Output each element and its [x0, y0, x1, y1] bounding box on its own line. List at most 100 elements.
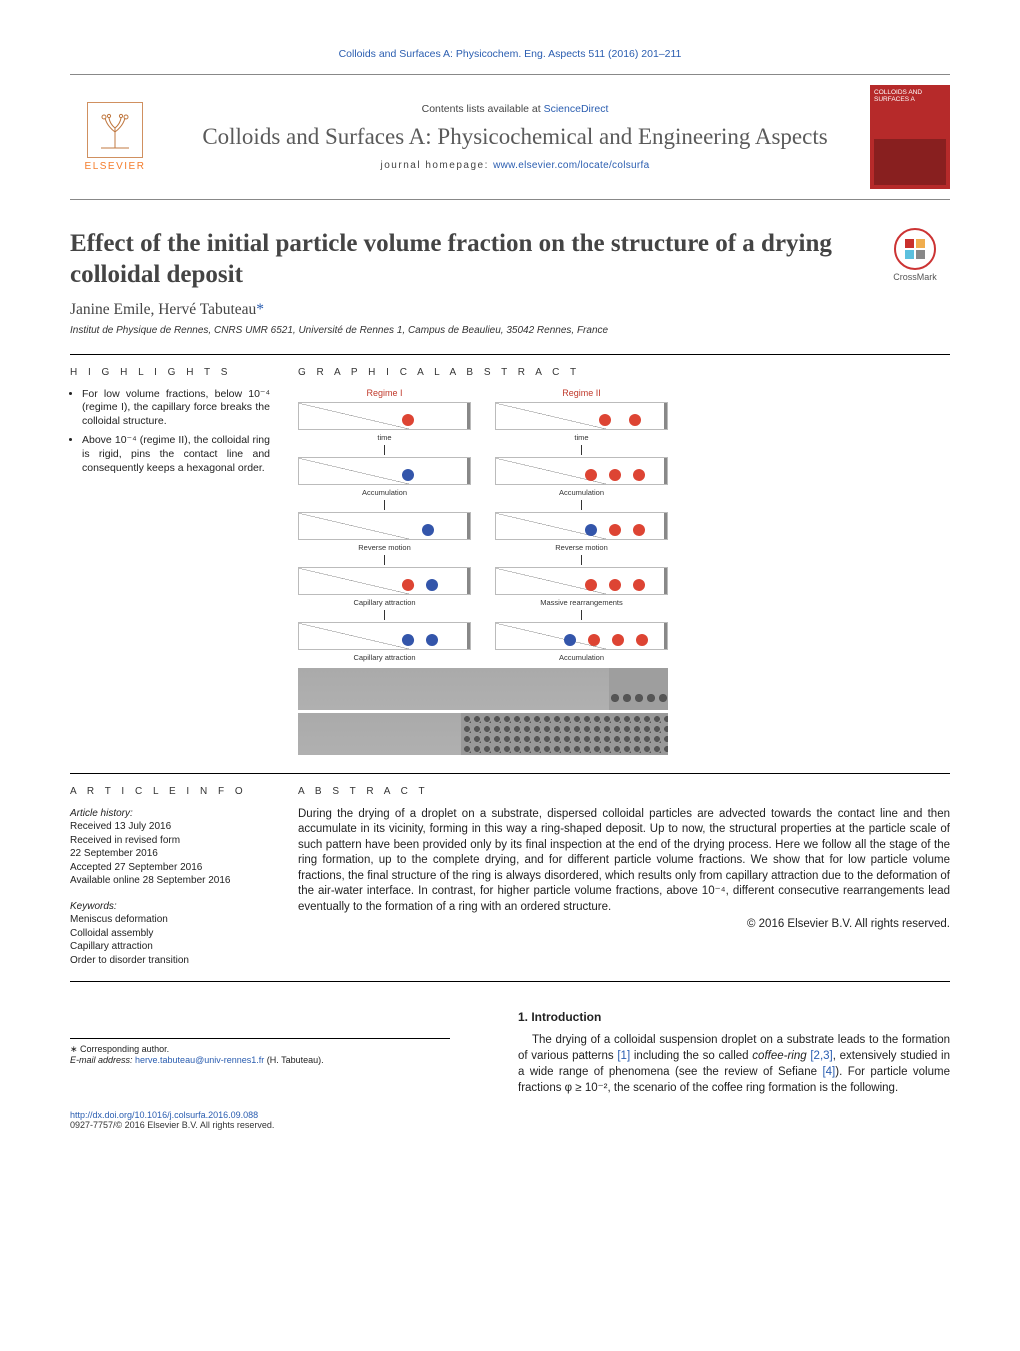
- history-line: Received 13 July 2016: [70, 820, 270, 834]
- down-arrow-icon: [581, 610, 582, 620]
- particle-dot: [599, 414, 611, 426]
- particle-dot: [636, 634, 648, 646]
- particle-dot: [426, 634, 438, 646]
- keyword: Capillary attraction: [70, 940, 270, 954]
- abstract-copyright: © 2016 Elsevier B.V. All rights reserved…: [298, 917, 950, 933]
- keyword: Order to disorder transition: [70, 954, 270, 968]
- intro-text-span: including the so called: [630, 1050, 752, 1062]
- highlights-list: For low volume fractions, below 10⁻⁴ (re…: [70, 388, 270, 476]
- ga-stage: [495, 457, 668, 485]
- keywords-head: Keywords:: [70, 900, 270, 914]
- down-arrow-icon: [384, 500, 385, 510]
- particle-dot: [426, 579, 438, 591]
- citation-link[interactable]: [4]: [822, 1066, 835, 1078]
- article-title: Effect of the initial particle volume fr…: [70, 228, 860, 291]
- down-arrow-icon: [581, 555, 582, 565]
- article-info-heading: A R T I C L E I N F O: [70, 786, 270, 797]
- italic-term: coffee-ring: [752, 1050, 806, 1062]
- divider: [70, 773, 950, 774]
- sciencedirect-link[interactable]: ScienceDirect: [544, 103, 609, 115]
- particle-dot: [609, 524, 621, 536]
- contents-prefix: Contents lists available at: [422, 103, 544, 115]
- author-names: Janine Emile, Hervé Tabuteau: [70, 301, 256, 318]
- particle-dot: [609, 579, 621, 591]
- homepage-label: journal homepage:: [381, 160, 494, 171]
- regime-label: Regime II: [562, 388, 601, 398]
- email-line: E-mail address: herve.tabuteau@univ-renn…: [70, 1055, 450, 1065]
- down-arrow-icon: [384, 555, 385, 565]
- ga-stage: [495, 402, 668, 430]
- history-line: Received in revised form: [70, 834, 270, 848]
- particle-dot: [402, 469, 414, 481]
- ga-stage: [298, 512, 471, 540]
- author-email-link[interactable]: herve.tabuteau@univ-rennes1.fr: [135, 1055, 264, 1065]
- ga-caption: Capillary attraction: [353, 598, 415, 607]
- elsevier-tree-icon: [87, 102, 143, 158]
- ga-stage: [298, 402, 471, 430]
- publisher-name: ELSEVIER: [85, 161, 146, 172]
- ga-stage: [495, 567, 668, 595]
- introduction-paragraph: The drying of a colloidal suspension dro…: [518, 1032, 950, 1096]
- highlight-item: Above 10⁻⁴ (regime II), the colloidal ri…: [82, 434, 270, 475]
- history-line: 22 September 2016: [70, 847, 270, 861]
- crossmark-icon: [894, 228, 936, 270]
- divider: [70, 981, 950, 982]
- abstract-heading: A B S T R A C T: [298, 786, 950, 797]
- abstract-body: During the drying of a droplet on a subs…: [298, 808, 950, 913]
- journal-masthead: ELSEVIER Contents lists available at Sci…: [70, 74, 950, 200]
- particle-dot: [633, 524, 645, 536]
- doi-link[interactable]: http://dx.doi.org/10.1016/j.colsurfa.201…: [70, 1110, 258, 1120]
- particle-dot: [588, 634, 600, 646]
- article-info: Article history: Received 13 July 2016 R…: [70, 807, 270, 968]
- ga-stage: [298, 567, 471, 595]
- email-after: (H. Tabuteau).: [264, 1055, 323, 1065]
- crossmark-badge[interactable]: CrossMark: [880, 228, 950, 282]
- particle-dot: [585, 524, 597, 536]
- citation-link[interactable]: [2,3]: [810, 1050, 832, 1062]
- particle-dot: [585, 469, 597, 481]
- corresponding-star-icon: *: [256, 301, 264, 318]
- crossmark-label: CrossMark: [893, 272, 937, 282]
- affiliation: Institut de Physique de Rennes, CNRS UMR…: [70, 325, 950, 336]
- ga-caption: time: [377, 433, 391, 442]
- keyword: Colloidal assembly: [70, 927, 270, 941]
- citation-link[interactable]: [1]: [617, 1050, 630, 1062]
- history-line: Accepted 27 September 2016: [70, 861, 270, 875]
- ga-micrograph-regime1: [298, 668, 668, 710]
- footnotes: ∗ Corresponding author. E-mail address: …: [70, 1038, 450, 1065]
- journal-title: Colloids and Surfaces A: Physicochemical…: [178, 123, 852, 152]
- email-label: E-mail address:: [70, 1055, 135, 1065]
- down-arrow-icon: [581, 500, 582, 510]
- ga-regime1-column: Regime ItimeAccumulationReverse motionCa…: [298, 388, 471, 664]
- running-head: Colloids and Surfaces A: Physicochem. En…: [70, 48, 950, 60]
- journal-cover-thumbnail: COLLOIDS AND SURFACES A: [870, 85, 950, 189]
- graphical-abstract-heading: G R A P H I C A L A B S T R A C T: [298, 367, 950, 378]
- highlight-item: For low volume fractions, below 10⁻⁴ (re…: [82, 388, 270, 429]
- ga-caption: Reverse motion: [555, 543, 608, 552]
- particle-dot: [629, 414, 641, 426]
- particle-dot: [422, 524, 434, 536]
- homepage-url[interactable]: www.elsevier.com/locate/colsurfa: [493, 160, 649, 171]
- publisher-logo: ELSEVIER: [70, 90, 160, 184]
- corresponding-author: ∗ Corresponding author.: [70, 1044, 450, 1055]
- ga-stage: [495, 512, 668, 540]
- down-arrow-icon: [581, 445, 582, 455]
- ga-caption: Accumulation: [559, 653, 604, 662]
- particle-dot: [564, 634, 576, 646]
- journal-homepage: journal homepage: www.elsevier.com/locat…: [178, 160, 852, 171]
- particle-dot: [585, 579, 597, 591]
- ga-micrograph-regime2: [298, 713, 668, 755]
- article-history-head: Article history:: [70, 807, 270, 821]
- ga-caption: Massive rearrangements: [540, 598, 623, 607]
- highlights-heading: H I G H L I G H T S: [70, 367, 270, 378]
- ga-stage: [495, 622, 668, 650]
- keyword: Meniscus deformation: [70, 913, 270, 927]
- introduction-heading: 1. Introduction: [518, 1010, 950, 1024]
- ga-regime2-column: Regime IItimeAccumulationReverse motionM…: [495, 388, 668, 664]
- authors: Janine Emile, Hervé Tabuteau*: [70, 301, 950, 319]
- ga-stage: [298, 622, 471, 650]
- abstract-text: During the drying of a droplet on a subs…: [298, 807, 950, 933]
- ga-stage: [298, 457, 471, 485]
- particle-dot: [402, 414, 414, 426]
- down-arrow-icon: [384, 610, 385, 620]
